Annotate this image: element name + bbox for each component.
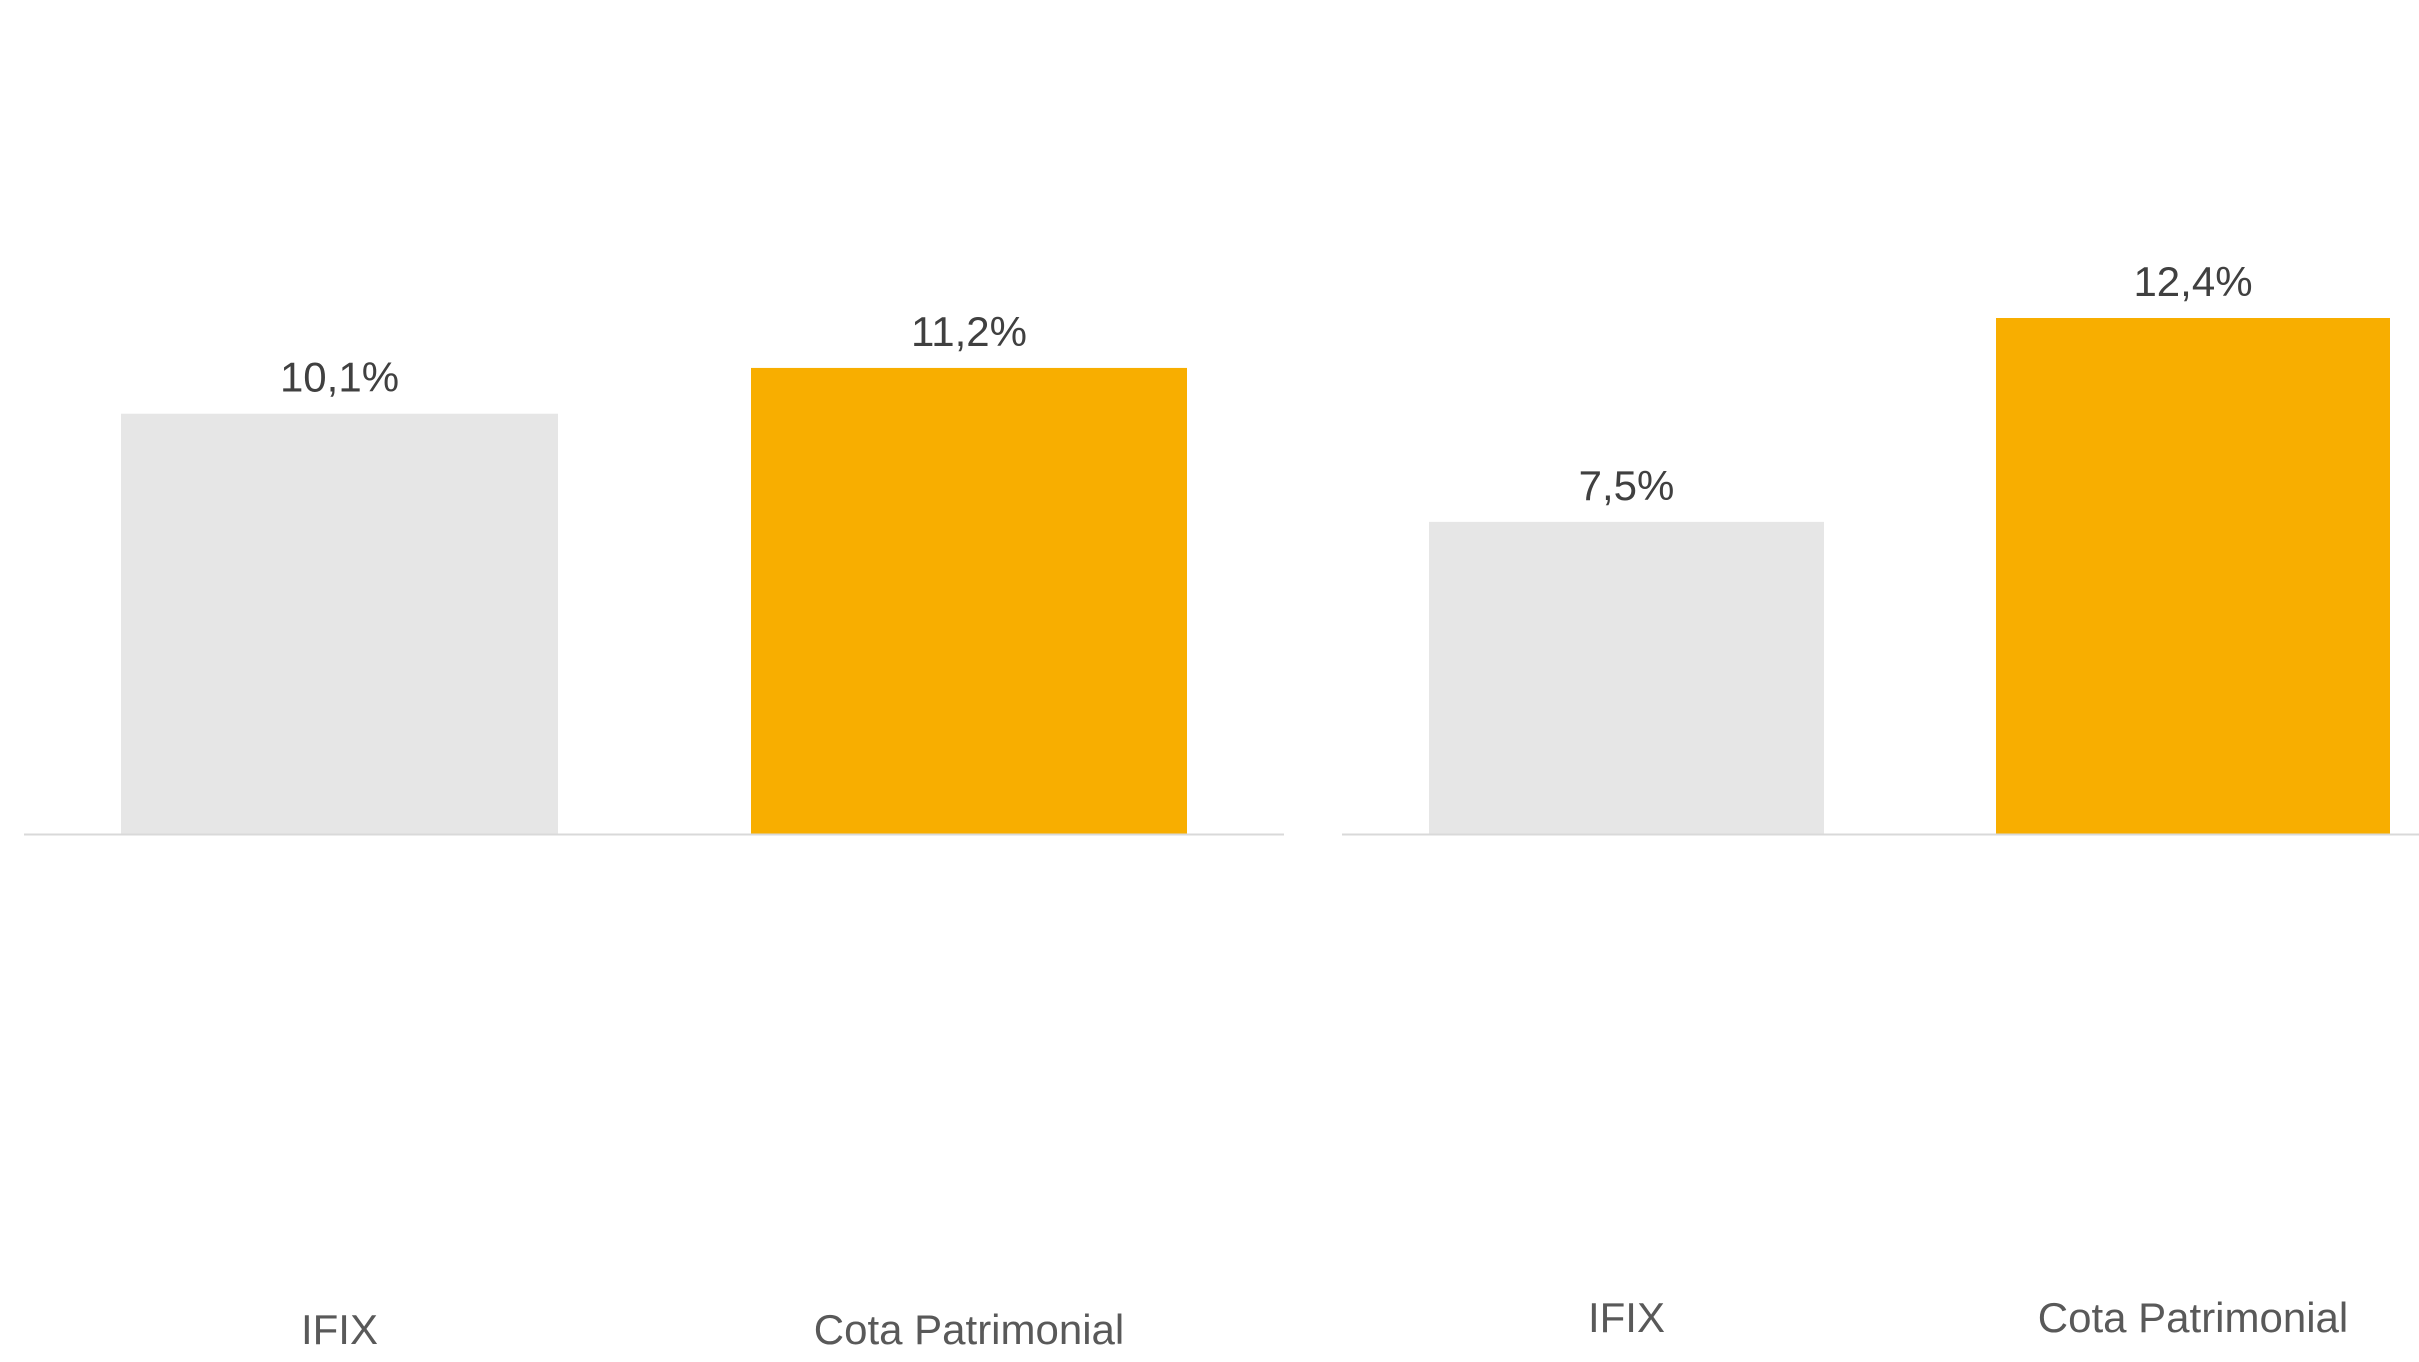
- chart-panel-right: 7,5% IFIX 12,4% Cota Patrimonial: [1342, 258, 2419, 1341]
- bar-ifix: [121, 413, 558, 834]
- category-label-cota-patrimonial: Cota Patrimonial: [2038, 1294, 2348, 1341]
- bar-cota-patrimonial: [1996, 318, 2390, 834]
- category-label-cota-patrimonial: Cota Patrimonial: [814, 1306, 1124, 1353]
- data-label-ifix: 7,5%: [1579, 462, 1675, 509]
- bar-ifix: [1429, 521, 1824, 834]
- chart-panel-left: 10,1% IFIX 11,2% Cota Patrimonial: [24, 308, 1284, 1353]
- category-label-ifix: IFIX: [1588, 1294, 1665, 1341]
- category-label-ifix: IFIX: [301, 1306, 378, 1353]
- bar-cota-patrimonial: [751, 367, 1187, 834]
- data-label-cota-patrimonial: 11,2%: [911, 308, 1027, 355]
- data-label-cota-patrimonial: 12,4%: [2133, 258, 2252, 305]
- data-label-ifix: 10,1%: [280, 354, 399, 401]
